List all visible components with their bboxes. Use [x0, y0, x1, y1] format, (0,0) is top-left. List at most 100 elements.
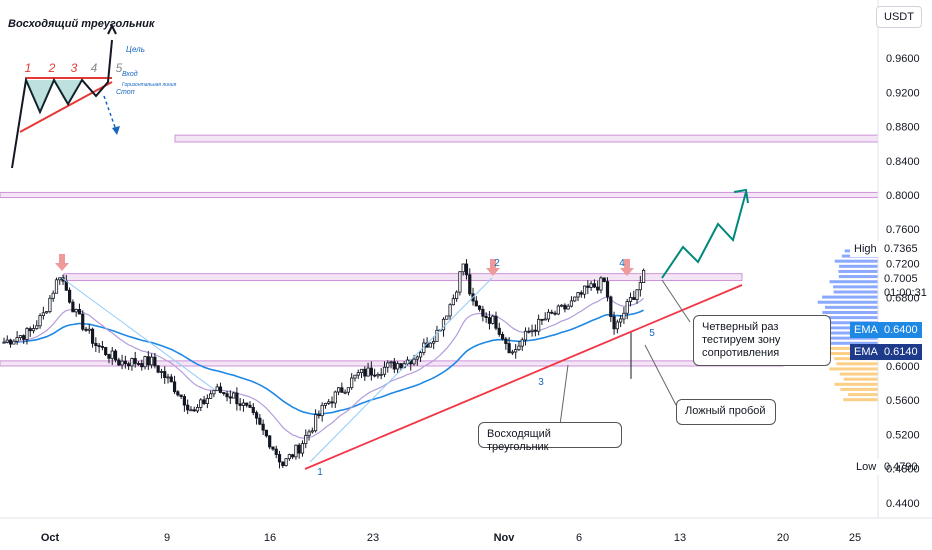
candle-body [573, 296, 577, 302]
ema-slow-line [3, 296, 644, 439]
candle-body [268, 435, 272, 448]
candle-body [412, 358, 416, 365]
date-tick-label: 25 [849, 532, 861, 544]
candle-body [576, 292, 580, 298]
target-zone [174, 134, 879, 143]
candle-body [491, 315, 495, 324]
candle-body [356, 372, 360, 376]
candle-body [130, 358, 134, 367]
annotation-fourth-test[interactable]: Четверный раз тестируем зону сопротивлен… [693, 315, 831, 366]
candle-body [346, 387, 351, 393]
candle-body [307, 431, 311, 436]
candle-body [428, 342, 433, 348]
candle-body [481, 308, 485, 317]
volume-profile-bar [822, 295, 878, 299]
date-tick-label: Nov [494, 532, 516, 544]
candle-body [579, 292, 583, 295]
candle-body [205, 397, 209, 404]
candle-body [71, 301, 75, 313]
candle-body [592, 283, 597, 288]
ema-fast-value: 0.6400 [880, 322, 922, 338]
candle-body [22, 335, 26, 340]
callout-pointer [559, 364, 569, 426]
candle-body [166, 376, 170, 379]
candle-body [399, 363, 403, 369]
inset-wave-num: 4 [91, 61, 98, 75]
candle-body [284, 458, 288, 466]
candle-body [274, 448, 278, 455]
candle-body [395, 363, 400, 370]
candle-body [320, 404, 324, 417]
candle-body [209, 393, 213, 399]
high-value: 0.7365 [884, 243, 918, 255]
candle-body [517, 345, 521, 351]
candle-body [68, 289, 72, 303]
candle-body [546, 311, 551, 320]
candle-body [487, 317, 492, 324]
candle-body [632, 297, 636, 300]
candle-body [560, 304, 564, 307]
wave-label: 4 [619, 258, 625, 269]
candle-body [523, 330, 528, 341]
candle-body [461, 263, 465, 273]
candle-body [228, 396, 232, 399]
candle-body [359, 368, 364, 374]
candle-body [231, 392, 236, 399]
date-tick-label: 9 [164, 532, 170, 544]
candle-body [477, 305, 482, 310]
low-value: 0.4790 [884, 461, 918, 473]
candle-body [245, 402, 249, 406]
candle-body [333, 391, 337, 404]
price-tick-label: 0.7200 [886, 258, 920, 270]
price-tick-label: 0.9200 [886, 87, 920, 99]
inset-title: Восходящий треугольник [8, 18, 156, 30]
volume-profile-bar [820, 336, 878, 340]
candle-body [74, 309, 78, 313]
volume-profile-bar [834, 259, 878, 263]
candle-body [520, 339, 524, 347]
volume-profile-bar [833, 285, 878, 289]
candle-body [530, 329, 534, 332]
candle-body [638, 282, 642, 291]
candle-body [451, 298, 455, 306]
candle-body [625, 301, 629, 314]
candle-body [195, 407, 200, 412]
candle-body [537, 318, 541, 332]
price-tick-label: 0.8000 [886, 190, 920, 202]
wave-connector [309, 277, 493, 463]
volume-profile-bar [821, 352, 878, 356]
price-tick-label: 0.4400 [886, 498, 920, 510]
candle-body [87, 328, 91, 331]
annotation-false-breakout[interactable]: Ложный пробой [676, 399, 776, 425]
candle-body [386, 362, 390, 368]
candle-body [133, 358, 137, 364]
volume-profile-bar [822, 310, 878, 314]
annotation-ascending-triangle[interactable]: Восходящий треугольник [478, 422, 622, 453]
candle-body [350, 377, 354, 389]
candle-body [612, 316, 616, 330]
candle-body [619, 318, 623, 323]
candle-body [127, 363, 131, 367]
candle-body [159, 371, 164, 373]
inset-support [19, 81, 113, 133]
candle-body [251, 407, 255, 414]
candle-body [25, 328, 29, 340]
currency-button[interactable]: USDT [876, 6, 922, 28]
candle-body [153, 356, 157, 367]
candle-body [169, 376, 173, 383]
candle-body [182, 396, 186, 406]
price-tick-label: 0.9600 [886, 53, 920, 65]
candle-body [218, 386, 223, 393]
candle-body [48, 297, 52, 312]
candle-body [366, 367, 370, 377]
candle-body [222, 392, 226, 395]
inset-wave-num: 5 [116, 61, 123, 75]
volume-profile-bar [840, 387, 878, 391]
candle-body [448, 304, 452, 317]
candle-body [327, 401, 331, 404]
touch-marker [486, 268, 500, 276]
candle-body [553, 312, 557, 315]
date-tick-label: 16 [264, 532, 276, 544]
